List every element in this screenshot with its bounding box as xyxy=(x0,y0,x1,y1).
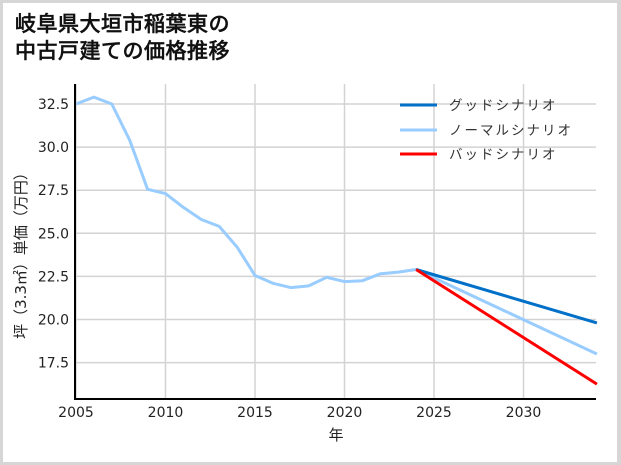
chart-title-line-2: 中古戸建ての価格推移 xyxy=(15,39,230,63)
x-tick-label: 2005 xyxy=(58,405,94,421)
axes xyxy=(74,84,596,400)
x-tick-label: 2025 xyxy=(416,405,452,421)
y-tick-label: 20.0 xyxy=(38,313,69,329)
y-tick-label: 30.0 xyxy=(38,140,69,156)
legend-label: ノーマルシナリオ xyxy=(449,123,573,139)
x-tick-label: 2015 xyxy=(237,405,273,421)
x-axis-ticks: 2005 2010 2015 2020 2025 2030 xyxy=(58,405,541,421)
y-tick-label: 32.5 xyxy=(38,97,69,113)
y-axis-ticks: 17.5 20.0 22.5 25.0 27.5 30.0 32.5 xyxy=(38,97,69,372)
y-tick-label: 22.5 xyxy=(38,269,69,285)
y-axis-title: 坪（3.3㎡）単価（万円） xyxy=(12,165,30,339)
x-tick-label: 2030 xyxy=(506,405,542,421)
legend-item: バッドシナリオ xyxy=(400,147,558,163)
series-lines xyxy=(75,95,598,386)
x-tick-label: 2010 xyxy=(148,405,184,421)
series-line-2 xyxy=(415,268,598,386)
legend-item: グッドシナリオ xyxy=(400,98,558,114)
y-tick-label: 17.5 xyxy=(38,356,69,372)
series-line-1 xyxy=(75,95,598,356)
legend-item: ノーマルシナリオ xyxy=(400,123,573,139)
y-tick-label: 27.5 xyxy=(38,183,69,199)
x-tick-label: 2020 xyxy=(327,405,363,421)
legend-label: バッドシナリオ xyxy=(449,147,558,163)
legend-label: グッドシナリオ xyxy=(449,98,558,114)
series-line-0 xyxy=(415,268,598,325)
y-tick-label: 25.0 xyxy=(38,226,69,242)
chart-title: 岐阜県大垣市稲葉東の 中古戸建ての価格推移 xyxy=(15,11,230,65)
chart-title-line-1: 岐阜県大垣市稲葉東の xyxy=(15,12,230,36)
x-axis-title: 年 xyxy=(328,426,343,444)
